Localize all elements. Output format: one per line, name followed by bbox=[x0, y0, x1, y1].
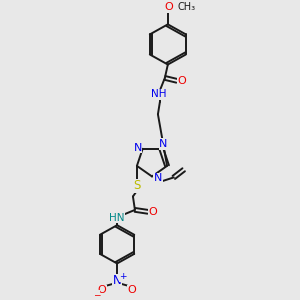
Text: N: N bbox=[134, 143, 142, 153]
Text: O: O bbox=[177, 76, 186, 86]
Text: O: O bbox=[98, 285, 106, 295]
Text: CH₃: CH₃ bbox=[178, 2, 196, 12]
Text: NH: NH bbox=[151, 89, 167, 99]
Text: −: − bbox=[92, 290, 100, 299]
Text: N: N bbox=[159, 139, 167, 149]
Text: HN: HN bbox=[109, 212, 125, 223]
Text: N: N bbox=[154, 173, 162, 183]
Text: O: O bbox=[148, 207, 157, 217]
Text: N: N bbox=[113, 274, 122, 287]
Text: S: S bbox=[133, 179, 141, 193]
Text: O: O bbox=[164, 2, 173, 12]
Text: O: O bbox=[128, 285, 136, 295]
Text: +: + bbox=[119, 272, 127, 281]
